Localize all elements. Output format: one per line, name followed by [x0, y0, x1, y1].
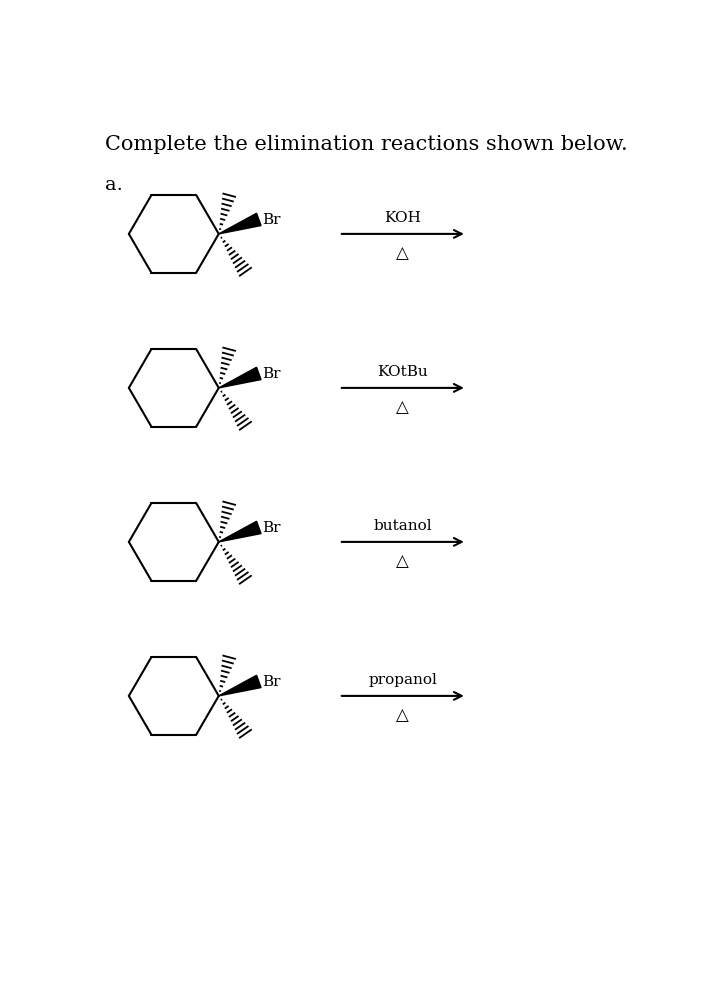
Text: Br: Br [262, 521, 281, 535]
Polygon shape [219, 214, 261, 235]
Polygon shape [219, 368, 261, 389]
Text: △: △ [396, 706, 409, 724]
Text: Br: Br [262, 367, 281, 381]
Polygon shape [219, 522, 261, 543]
Text: KOH: KOH [385, 211, 421, 225]
Text: Br: Br [262, 213, 281, 228]
Text: △: △ [396, 553, 409, 570]
Text: △: △ [396, 245, 409, 261]
Text: a.: a. [105, 175, 123, 194]
Text: Br: Br [262, 675, 281, 689]
Text: propanol: propanol [369, 672, 437, 686]
Text: △: △ [396, 399, 409, 415]
Polygon shape [219, 676, 261, 696]
Text: butanol: butanol [374, 518, 432, 533]
Text: Complete the elimination reactions shown below.: Complete the elimination reactions shown… [105, 134, 627, 154]
Text: KOtBu: KOtBu [377, 365, 428, 379]
